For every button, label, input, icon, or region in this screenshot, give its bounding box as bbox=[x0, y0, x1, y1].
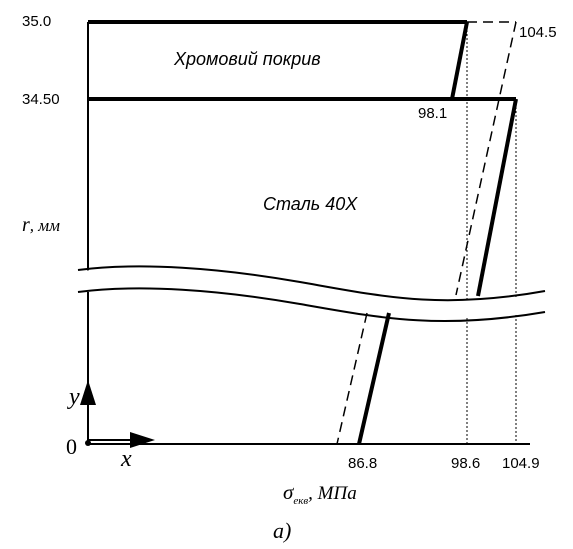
steel-stress-dashed-lower bbox=[336, 312, 368, 445]
x-axis-label: σекв, МПа bbox=[283, 480, 357, 507]
y-arrow-label: y bbox=[67, 384, 80, 410]
tick-35-0: 35.0 bbox=[22, 13, 51, 30]
coating-stress-line bbox=[450, 21, 469, 100]
coating-label: Хромовий покрив bbox=[173, 49, 321, 69]
label-98-6: 98.6 bbox=[451, 455, 480, 472]
x-arrow-label: x bbox=[120, 446, 132, 472]
tick-origin: 0 bbox=[66, 434, 77, 459]
y-axis-label: r, мм bbox=[22, 214, 60, 236]
break-gap-mask bbox=[79, 267, 544, 317]
y-axis-var: r bbox=[22, 214, 30, 236]
steel-stress-solid-lower bbox=[357, 312, 391, 445]
label-104-5: 104.5 bbox=[519, 24, 557, 41]
x-axis-unit: , МПа bbox=[308, 483, 357, 504]
label-98-1: 98.1 bbox=[418, 105, 447, 122]
steel-label: Сталь 40Х bbox=[263, 194, 358, 214]
steel-stress-solid-upper bbox=[476, 98, 518, 297]
figure-caption: а) bbox=[273, 518, 291, 543]
y-axis-unit: , мм bbox=[30, 216, 60, 235]
x-arrow-head bbox=[130, 432, 155, 448]
tick-34-50: 34.50 bbox=[22, 91, 60, 108]
x-axis-subscript: екв bbox=[293, 495, 308, 507]
steel-stress-dashed-upper bbox=[455, 21, 517, 296]
break-line-lower bbox=[77, 287, 546, 323]
label-86-8: 86.8 bbox=[348, 455, 377, 472]
x-axis-sigma: σ bbox=[283, 480, 295, 504]
origin-dot bbox=[85, 440, 91, 446]
y-arrow-head bbox=[80, 380, 96, 405]
break-line-upper bbox=[77, 265, 546, 302]
label-104-9: 104.9 bbox=[502, 455, 540, 472]
